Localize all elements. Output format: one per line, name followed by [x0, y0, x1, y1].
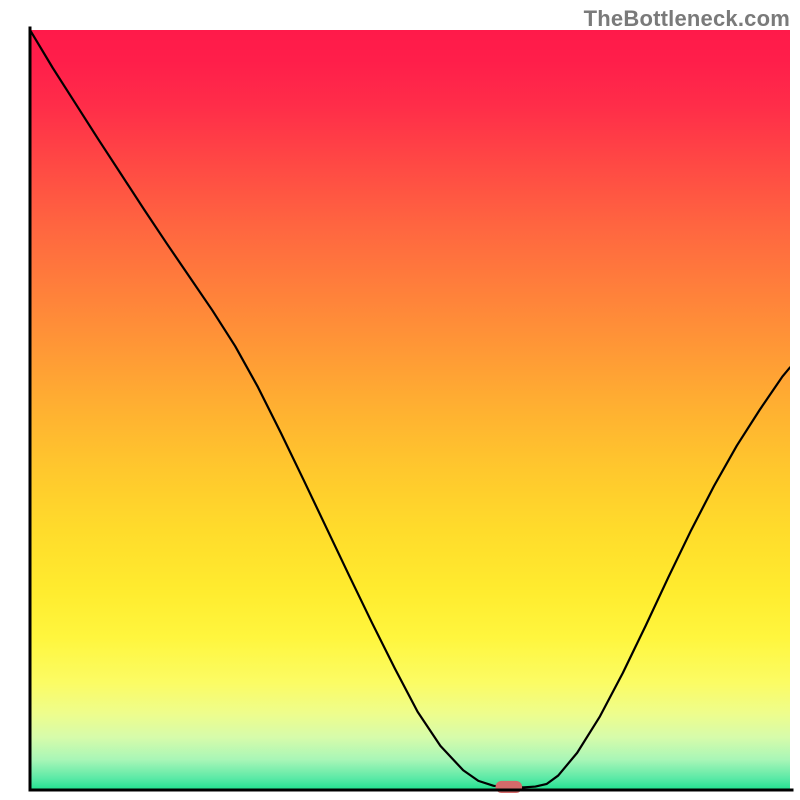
- watermark-text: TheBottleneck.com: [584, 6, 790, 32]
- plot-background: [30, 30, 790, 790]
- chart-container: TheBottleneck.com: [0, 0, 800, 800]
- bottleneck-chart: [0, 0, 800, 800]
